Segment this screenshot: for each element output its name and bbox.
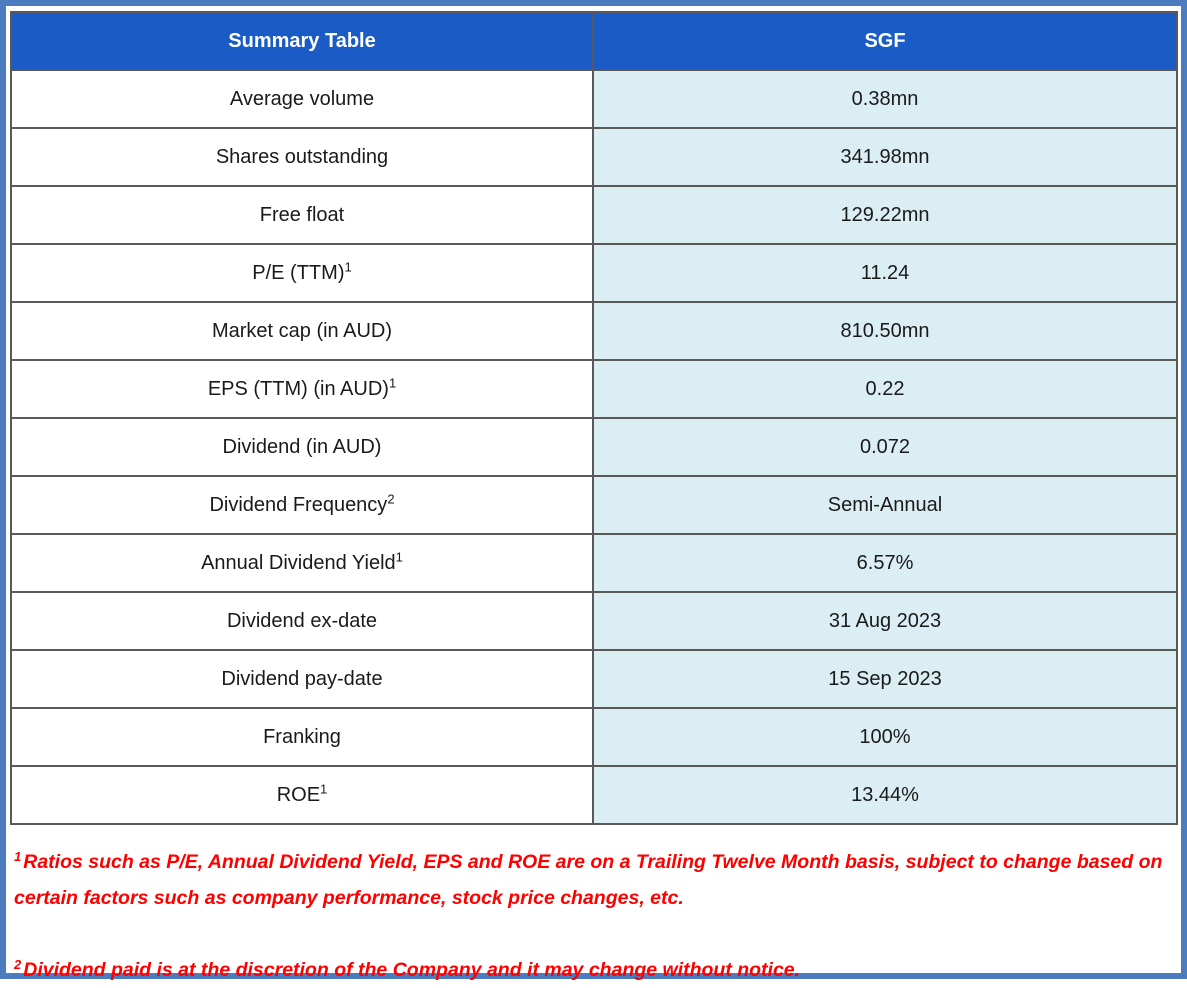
metric-label-cell: ROE1 <box>10 765 594 825</box>
metric-value-cell: 0.38mn <box>592 69 1178 129</box>
metric-label: Shares outstanding <box>215 145 389 168</box>
metric-label-cell: P/E (TTM)1 <box>10 243 594 303</box>
footnote-2-text: Dividend paid is at the discretion of th… <box>23 959 801 982</box>
table-row: Dividend (in AUD) 0.072 <box>10 417 1178 477</box>
footnote-marker: 2 <box>387 490 395 506</box>
footnotes-section: 1 Ratios such as P/E, Annual Dividend Yie… <box>14 844 1174 988</box>
metric-label: Market cap (in AUD) <box>211 319 393 342</box>
table-container: Summary Table SGF Average volume 0.38mn … <box>10 11 1178 825</box>
metric-value-cell: 129.22mn <box>592 185 1178 245</box>
table-row: Franking 100% <box>10 707 1178 767</box>
metric-value-cell: 31 Aug 2023 <box>592 591 1178 651</box>
metric-label: Annual Dividend Yield <box>201 551 396 574</box>
metric-value-cell: Semi-Annual <box>592 475 1178 535</box>
metric-value-cell: 13.44% <box>592 765 1178 825</box>
metric-label: Dividend Frequency <box>209 493 388 516</box>
footnote-2-marker: 2 <box>14 956 22 972</box>
table-row: Shares outstanding 341.98mn <box>10 127 1178 187</box>
metric-label: Franking <box>263 725 341 748</box>
metric-label-cell: Free float <box>10 185 594 245</box>
footnote-1-text: Ratios such as P/E, Annual Dividend Yiel… <box>14 851 1163 910</box>
metric-value-cell: 810.50mn <box>592 301 1178 361</box>
header-ticker: SGF <box>592 11 1178 71</box>
table-row: P/E (TTM)1 11.24 <box>10 243 1178 303</box>
metric-value-cell: 0.072 <box>592 417 1178 477</box>
summary-table: Summary Table SGF Average volume 0.38mn … <box>10 11 1178 825</box>
table-row: ROE1 13.44% <box>10 765 1178 825</box>
footnote-marker: 1 <box>344 258 352 274</box>
metric-label-cell: Dividend ex-date <box>10 591 594 651</box>
metric-label: ROE <box>276 783 321 806</box>
table-row: Dividend Frequency2 Semi-Annual <box>10 475 1178 535</box>
header-summary-table: Summary Table <box>10 11 594 71</box>
table-row: Average volume 0.38mn <box>10 69 1178 129</box>
table-row: Free float 129.22mn <box>10 185 1178 245</box>
metric-label: Average volume <box>229 87 375 110</box>
table-row: EPS (TTM) (in AUD)1 0.22 <box>10 359 1178 419</box>
footnote-marker: 1 <box>320 780 328 796</box>
metric-value-cell: 15 Sep 2023 <box>592 649 1178 709</box>
table-header-row: Summary Table SGF <box>10 11 1178 71</box>
metric-label: Free float <box>259 203 345 226</box>
footnote-2: 2 Dividend paid is at the discretion of t… <box>14 952 1174 988</box>
metric-label: P/E (TTM) <box>252 261 345 284</box>
metric-value-cell: 6.57% <box>592 533 1178 593</box>
metric-label: Dividend ex-date <box>226 609 378 632</box>
table-row: Annual Dividend Yield1 6.57% <box>10 533 1178 593</box>
footnote-marker: 1 <box>388 374 397 390</box>
metric-label-cell: Dividend (in AUD) <box>10 417 594 477</box>
metric-label-cell: Average volume <box>10 69 594 129</box>
metric-value-cell: 341.98mn <box>592 127 1178 187</box>
metric-label: Dividend (in AUD) <box>222 435 382 458</box>
table-row: Dividend pay-date 15 Sep 2023 <box>10 649 1178 709</box>
metric-label-cell: Franking <box>10 707 594 767</box>
table-row: Dividend ex-date 31 Aug 2023 <box>10 591 1178 651</box>
metric-label: Dividend pay-date <box>221 667 383 690</box>
metric-label-cell: Shares outstanding <box>10 127 594 187</box>
footnote-marker: 1 <box>395 548 403 564</box>
metric-label-cell: Market cap (in AUD) <box>10 301 594 361</box>
metric-value-cell: 100% <box>592 707 1178 767</box>
metric-value-cell: 0.22 <box>592 359 1178 419</box>
metric-value-cell: 11.24 <box>592 243 1178 303</box>
metric-label-cell: Annual Dividend Yield1 <box>10 533 594 593</box>
footnote-1-marker: 1 <box>14 848 22 864</box>
metric-label-cell: Dividend Frequency2 <box>10 475 594 535</box>
table-row: Market cap (in AUD) 810.50mn <box>10 301 1178 361</box>
metric-label-cell: EPS (TTM) (in AUD)1 <box>10 359 594 419</box>
metric-label-cell: Dividend pay-date <box>10 649 594 709</box>
metric-label: EPS (TTM) (in AUD) <box>207 377 389 400</box>
footnote-1: 1 Ratios such as P/E, Annual Dividend Yie… <box>14 844 1174 916</box>
